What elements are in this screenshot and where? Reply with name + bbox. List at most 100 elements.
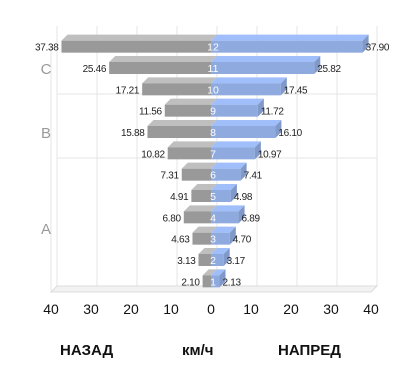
category-label: 9 <box>210 106 216 118</box>
value-label-right: 17.45 <box>284 85 308 96</box>
bar-forward <box>211 83 281 96</box>
bar-back <box>183 211 211 224</box>
x-tick-label: 30 <box>83 301 99 317</box>
chart-floor <box>49 285 379 293</box>
x-tick-label: 10 <box>243 301 259 317</box>
bar-back-top <box>164 98 217 105</box>
bar-forward-side <box>219 269 226 288</box>
bar-back <box>147 126 211 138</box>
value-label-right: 4.70 <box>233 235 252 246</box>
value-label-right: 4.98 <box>234 192 253 203</box>
bar-back-top <box>181 162 217 169</box>
bar-forward-top <box>211 120 282 126</box>
bar-forward-top <box>211 98 264 105</box>
bar-forward <box>211 40 363 53</box>
footer-label-right: НАПРЕД <box>278 342 341 359</box>
value-label-left: 15.88 <box>121 128 145 139</box>
group-label: B <box>41 125 51 142</box>
bar-back-top <box>192 226 217 233</box>
category-label: 2 <box>210 255 216 267</box>
bar-forward <box>211 254 224 266</box>
bar-forward-side <box>254 141 261 160</box>
bar-forward <box>211 232 230 245</box>
bar-forward-side <box>362 34 369 53</box>
value-label-right: 25.82 <box>317 64 341 75</box>
footer-label-left: НАЗАД <box>60 342 114 359</box>
x-tick-label: 30 <box>323 301 339 317</box>
bar-forward-top <box>211 162 247 169</box>
bar-forward-top <box>211 184 237 190</box>
category-label: 10 <box>207 84 219 96</box>
bar-back-top <box>191 184 217 190</box>
value-label-right: 37.90 <box>366 43 390 54</box>
group-label: C <box>41 61 52 78</box>
bar-forward <box>211 147 255 160</box>
bar-forward-side <box>275 120 282 138</box>
value-label-right: 10.97 <box>258 149 282 160</box>
bar-forward-side <box>280 77 287 96</box>
value-label-right: 16.10 <box>278 128 302 139</box>
category-label: 6 <box>210 170 216 182</box>
bar-forward-top <box>211 269 226 276</box>
bar-back-top <box>142 77 217 84</box>
value-label-left: 25.46 <box>83 64 107 75</box>
value-label-left: 4.63 <box>171 235 190 246</box>
value-label-right: 7.41 <box>244 171 263 182</box>
bar-back <box>109 62 211 74</box>
x-tick-label: 10 <box>163 301 179 317</box>
value-label-left: 2.10 <box>181 277 200 288</box>
bar-back-top <box>183 205 217 212</box>
value-label-right: 11.72 <box>261 107 285 118</box>
bar-forward-side <box>257 98 264 117</box>
bar-back <box>202 275 211 288</box>
category-label: 8 <box>210 127 216 139</box>
bar-back <box>167 147 211 160</box>
category-label: 3 <box>210 234 216 246</box>
bar-forward-side <box>238 205 245 224</box>
x-tick-label: 20 <box>123 301 139 317</box>
value-label-left: 37.38 <box>35 43 59 54</box>
bar-forward-top <box>211 226 236 233</box>
bar-back <box>142 83 211 96</box>
category-label: 1 <box>210 276 216 288</box>
bar-forward <box>211 104 258 117</box>
bar-forward-side <box>230 184 237 202</box>
group-label: A <box>41 221 51 238</box>
x-tick-label: 0 <box>207 301 215 317</box>
value-label-right: 2.13 <box>223 277 242 288</box>
bar-forward-side <box>229 226 236 245</box>
value-label-left: 3.13 <box>177 256 196 267</box>
x-tick-label: 40 <box>363 301 379 317</box>
bar-forward-top <box>211 248 230 254</box>
footer-label-center: км/ч <box>182 342 214 359</box>
value-label-right: 3.17 <box>227 256 246 267</box>
x-tick-label: 20 <box>283 301 299 317</box>
bar-forward <box>211 126 276 138</box>
bar-back-top <box>109 56 217 62</box>
bar-forward <box>211 168 241 181</box>
bar-back-top <box>202 269 217 276</box>
bar-forward-top <box>211 34 369 41</box>
value-label-left: 4.91 <box>170 192 189 203</box>
bar-back-top <box>61 34 218 41</box>
value-label-left: 7.31 <box>160 171 179 182</box>
value-label-right: 6.89 <box>242 213 261 224</box>
bar-forward-top <box>211 56 321 62</box>
category-label: 11 <box>208 63 219 75</box>
value-label-left: 6.80 <box>163 213 182 224</box>
category-label: 12 <box>207 42 219 54</box>
value-label-left: 10.82 <box>141 149 165 160</box>
bar-back <box>198 254 211 266</box>
bar-back <box>191 190 211 202</box>
category-label: 7 <box>210 148 216 160</box>
bar-forward <box>211 62 315 74</box>
bar-forward-top <box>211 141 261 148</box>
x-tick-label: 40 <box>43 301 59 317</box>
bar-forward <box>211 211 239 224</box>
bar-forward <box>211 190 231 202</box>
bar-back-top <box>167 141 217 148</box>
bar-back-top <box>147 120 217 126</box>
bar-forward-side <box>223 248 230 266</box>
bar-forward-top <box>211 77 287 84</box>
